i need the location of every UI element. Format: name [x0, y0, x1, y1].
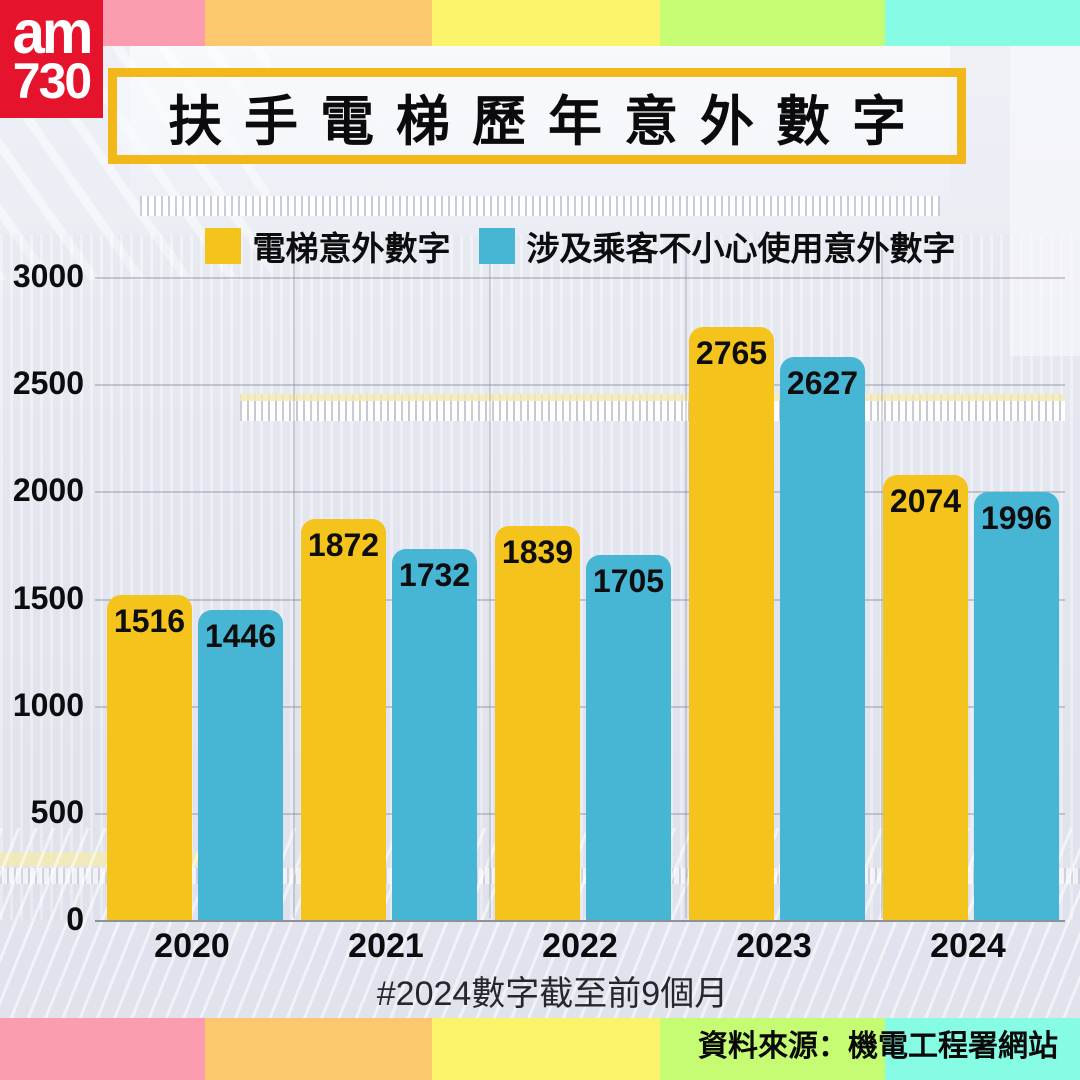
- legend-label-yellow: 電梯意外數字: [252, 230, 451, 267]
- stripe-segment: [432, 0, 660, 46]
- x-axis-label: 2022: [542, 927, 618, 965]
- gridline: [95, 705, 1065, 708]
- y-axis-label: 2000: [12, 472, 84, 509]
- bar-series1-2021: 1872: [301, 519, 386, 920]
- y-axis-label: 2500: [12, 364, 84, 401]
- chart-legend: 電梯意外數字 涉及乘客不小心使用意外數字: [95, 222, 1065, 270]
- y-axis-label: 1000: [12, 686, 84, 723]
- bar-series2-2021: 1732: [392, 549, 477, 920]
- gridline: [95, 491, 1065, 494]
- bar-group-2021: 1872 1732 2021: [289, 277, 483, 965]
- bar-series2-2023: 2627: [780, 357, 865, 920]
- bar-series1-2022: 1839: [495, 526, 580, 920]
- x-axis-label: 2020: [154, 927, 230, 965]
- y-axis-label: 1500: [12, 579, 84, 616]
- title-box: 扶手電梯歷年意外數字: [108, 68, 966, 164]
- y-axis: 0 500 1000 1500 2000 2500 3000: [0, 258, 84, 937]
- page-title: 扶手電梯歷年意外數字: [168, 91, 928, 152]
- stripe-segment: [205, 0, 432, 46]
- bar-group-2022: 1839 1705 2022: [483, 277, 677, 965]
- bar-value-label: 1839: [501, 534, 574, 570]
- bar-series1-2023: 2765: [689, 327, 774, 920]
- stripe-segment: [660, 0, 885, 46]
- bar-value-label: 2074: [889, 483, 962, 519]
- bar-series2-2022: 1705: [586, 555, 671, 920]
- bar-value-label: 1996: [980, 500, 1053, 536]
- y-axis-label: 500: [30, 793, 84, 830]
- bar-group-2024: 2074 1996 2024: [871, 277, 1065, 965]
- x-axis-label: 2023: [736, 927, 812, 965]
- plot-area: 1516 1446 2020 1872 1732 2021 1839 1705 2022 2765…: [95, 277, 1065, 965]
- bar-series2-2024: 1996: [974, 492, 1059, 920]
- x-axis-label: 2021: [348, 927, 424, 965]
- chart-footnote: #2024數字截至前9個月: [376, 975, 729, 1013]
- bar-series1-2020: 1516: [107, 595, 192, 920]
- bar-value-label: 1516: [113, 603, 186, 639]
- background-step-edge: [140, 196, 940, 216]
- bar-value-label: 1446: [204, 618, 277, 654]
- x-axis-label: 2024: [930, 927, 1006, 965]
- logo-line2: 730: [12, 53, 92, 109]
- bar-value-label: 2627: [786, 365, 859, 401]
- top-color-stripe: [0, 0, 1080, 46]
- y-axis-label: 0: [66, 900, 84, 937]
- gridline: [95, 598, 1065, 601]
- stripe-segment: [432, 1018, 660, 1080]
- y-axis-label: 3000: [12, 257, 84, 294]
- x-axis-baseline: [95, 920, 1065, 922]
- logo-line1: am: [12, 0, 94, 67]
- bar-value-label: 1732: [398, 557, 471, 593]
- gridline: [95, 277, 1065, 279]
- gridline: [95, 384, 1065, 387]
- stripe-segment: [660, 1018, 885, 1080]
- stripe-segment: [0, 1018, 205, 1080]
- stripe-segment: [885, 1018, 1080, 1080]
- stripe-segment: [885, 0, 1080, 46]
- stripe-segment: [205, 1018, 432, 1080]
- source-credit: 資料來源：機電工程署網站: [698, 1030, 1058, 1063]
- bottom-color-stripe: [0, 1018, 1080, 1080]
- legend-swatch-yellow: [204, 228, 241, 264]
- bar-group-2023: 2765 2627 2023: [677, 277, 871, 965]
- gridline: [95, 812, 1065, 815]
- am730-logo: am 730: [0, 0, 103, 118]
- legend-label-blue: 涉及乘客不小心使用意外數字: [526, 230, 956, 267]
- bar-value-label: 2765: [695, 335, 768, 371]
- bar-value-label: 1705: [592, 563, 665, 599]
- bar-value-label: 1872: [307, 527, 380, 563]
- bar-group-2020: 1516 1446 2020: [95, 277, 289, 965]
- legend-swatch-blue: [478, 228, 515, 264]
- bar-series2-2020: 1446: [198, 610, 283, 920]
- bar-series1-2024: 2074: [883, 475, 968, 920]
